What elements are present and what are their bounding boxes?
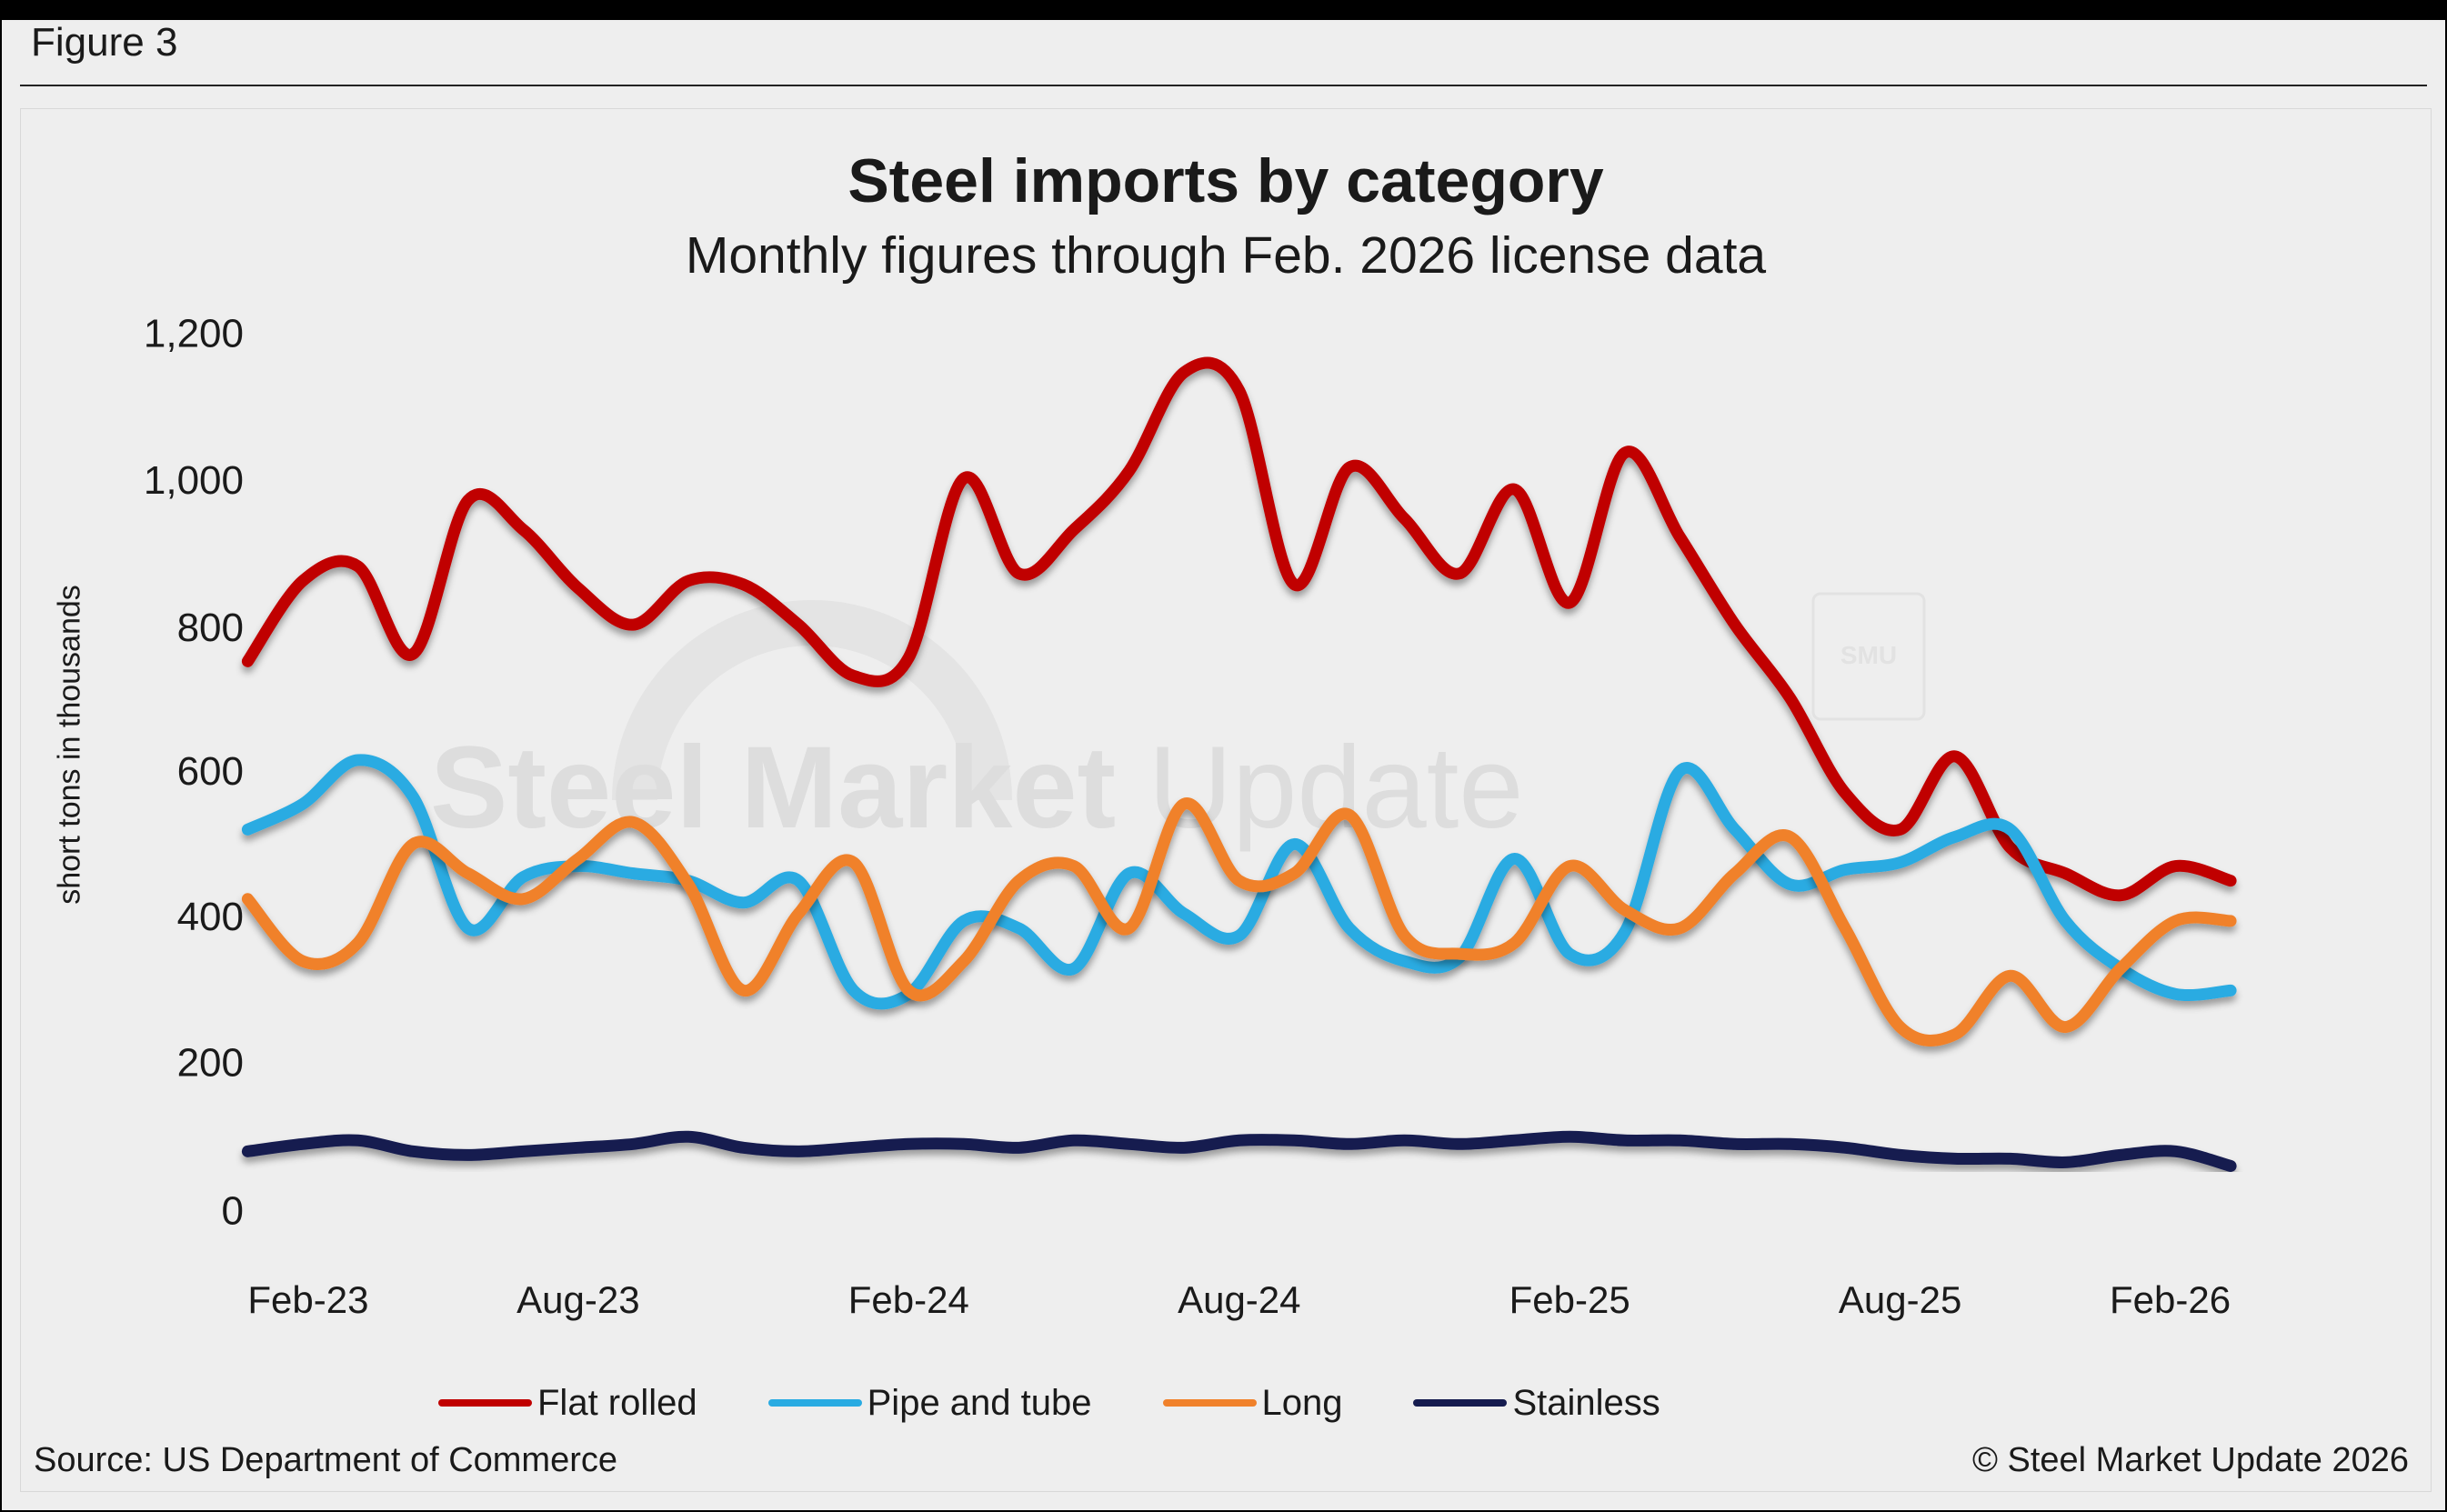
svg-text:0: 0 bbox=[222, 1189, 244, 1234]
svg-text:Feb-25: Feb-25 bbox=[1509, 1278, 1630, 1321]
svg-text:200: 200 bbox=[177, 1041, 244, 1086]
svg-text:800: 800 bbox=[177, 606, 244, 650]
svg-text:Aug-23: Aug-23 bbox=[516, 1278, 639, 1321]
svg-text:Feb-24: Feb-24 bbox=[848, 1278, 969, 1321]
svg-text:1,000: 1,000 bbox=[144, 458, 244, 503]
svg-text:SMU: SMU bbox=[1840, 641, 1897, 669]
svg-text:600: 600 bbox=[177, 749, 244, 794]
svg-text:Aug-25: Aug-25 bbox=[1839, 1278, 1961, 1321]
svg-text:Feb-26: Feb-26 bbox=[2110, 1278, 2231, 1321]
svg-text:400: 400 bbox=[177, 895, 244, 939]
svg-text:Aug-24: Aug-24 bbox=[1178, 1278, 1300, 1321]
svg-text:1,200: 1,200 bbox=[144, 311, 244, 355]
svg-text:Feb-23: Feb-23 bbox=[247, 1278, 368, 1321]
